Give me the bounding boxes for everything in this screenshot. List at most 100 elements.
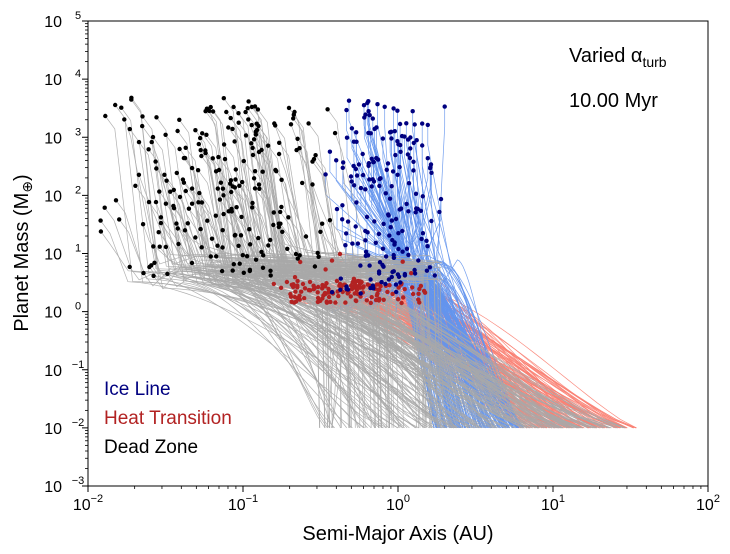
planet-ice-line [354,200,359,205]
planet-dead-zone [199,153,204,159]
planet-dead-zone [222,156,228,162]
planet-heat-transition [418,283,424,289]
track-dead-zone [254,170,446,429]
planet-dead-zone [156,230,161,235]
planet-dead-zone [257,186,262,191]
annotation-subscript: turb [642,54,666,70]
planet-heat-transition [402,287,407,292]
planet-ice-line [358,185,364,191]
planet-heat-transition [385,289,390,295]
planet-dead-zone [273,123,278,128]
planet-heat-transition [396,285,401,290]
track-dead-zone [173,207,525,429]
planet-heat-transition [343,300,348,305]
planet-dead-zone [303,234,309,239]
planet-heat-transition [326,290,331,295]
planet-dead-zone [295,136,300,141]
planet-heat-transition [326,294,332,300]
planet-ice-line [388,225,393,230]
planet-dead-zone [168,189,173,194]
track-dead-zone [138,174,331,428]
planet-ice-line [397,121,403,127]
planet-dead-zone [198,148,203,153]
planet-dead-zone [136,139,142,145]
planet-dead-zone [259,249,264,255]
planet-ice-line [393,282,399,287]
planet-heat-transition [390,291,395,297]
planet-heat-transition [328,299,333,305]
planet-dead-zone [277,140,282,145]
planet-ice-line [376,269,382,274]
annotation-varied-alpha: Varied αturb [569,45,667,70]
planet-dead-zone [265,143,271,148]
planet-dead-zone [220,245,225,250]
planet-heat-transition [306,287,312,293]
planet-ice-line [366,163,371,168]
track-dead-zone [156,117,353,429]
planet-ice-line [400,228,405,234]
planet-ice-line [412,122,417,127]
planet-dead-zone [253,257,259,262]
track-dead-zone [292,118,453,429]
planet-ice-line [370,116,375,121]
planet-dead-zone [183,145,188,150]
track-dead-zone [233,263,545,429]
planet-ice-line [360,151,365,157]
planet-dead-zone [280,229,285,234]
planet-dead-zone [238,233,244,238]
planet-ice-line [366,109,371,114]
track-dead-zone [273,123,442,428]
x-tick-label: 101 [541,493,565,514]
planet-dead-zone [228,115,233,121]
planet-dead-zone [221,96,226,101]
planet-dead-zone [233,167,238,172]
planet-dead-zone [163,244,169,250]
planet-ice-line [386,277,392,282]
planet-dead-zone [177,146,182,152]
x-tick-label: 10−1 [228,493,258,514]
planet-dead-zone [189,201,195,206]
planet-dead-zone [231,262,236,267]
track-ice-line [430,167,476,428]
planet-ice-line [351,139,357,144]
planet-ice-line [419,236,424,242]
planet-dead-zone [213,213,218,218]
planet-ice-line [429,170,434,175]
earth-symbol: ⊕ [19,181,35,193]
planet-heat-transition [401,295,406,300]
planet-ice-line [343,243,348,248]
planet-dead-zone [174,170,179,176]
planet-ice-line [424,268,430,273]
planet-dead-zone [205,218,210,223]
planet-ice-line [389,218,395,223]
y-tick-label: 10 0 [44,301,81,322]
y-tick-label: 10 1 [44,243,81,264]
planet-heat-transition [409,271,414,276]
planet-ice-line [408,135,413,140]
planet-heat-transition [292,275,298,280]
planet-dead-zone [175,226,180,231]
track-dead-zone [230,191,368,429]
y-tick-label: 10 −2 [44,417,84,438]
track-dead-zone [230,180,391,428]
planet-dead-zone [237,183,242,188]
planet-dead-zone [276,151,282,157]
planet-dead-zone [162,172,167,177]
planet-dead-zone [247,267,253,272]
planet-ice-line [406,252,411,258]
planet-ice-line [382,104,387,110]
planet-ice-line [429,218,434,224]
planet-ice-line [334,206,340,212]
planet-dead-zone [245,106,250,111]
planet-dead-zone [293,251,299,257]
planet-dead-zone [249,141,254,146]
track-dead-zone [279,211,618,429]
planet-dead-zone [214,254,219,259]
planet-dead-zone [312,264,318,269]
planet-ice-line [385,161,391,166]
planet-ice-line [363,228,368,234]
planet-ice-line [367,263,372,268]
planet-ice-line [391,252,396,258]
planet-dead-zone [151,273,156,279]
planet-heat-transition [299,289,304,294]
